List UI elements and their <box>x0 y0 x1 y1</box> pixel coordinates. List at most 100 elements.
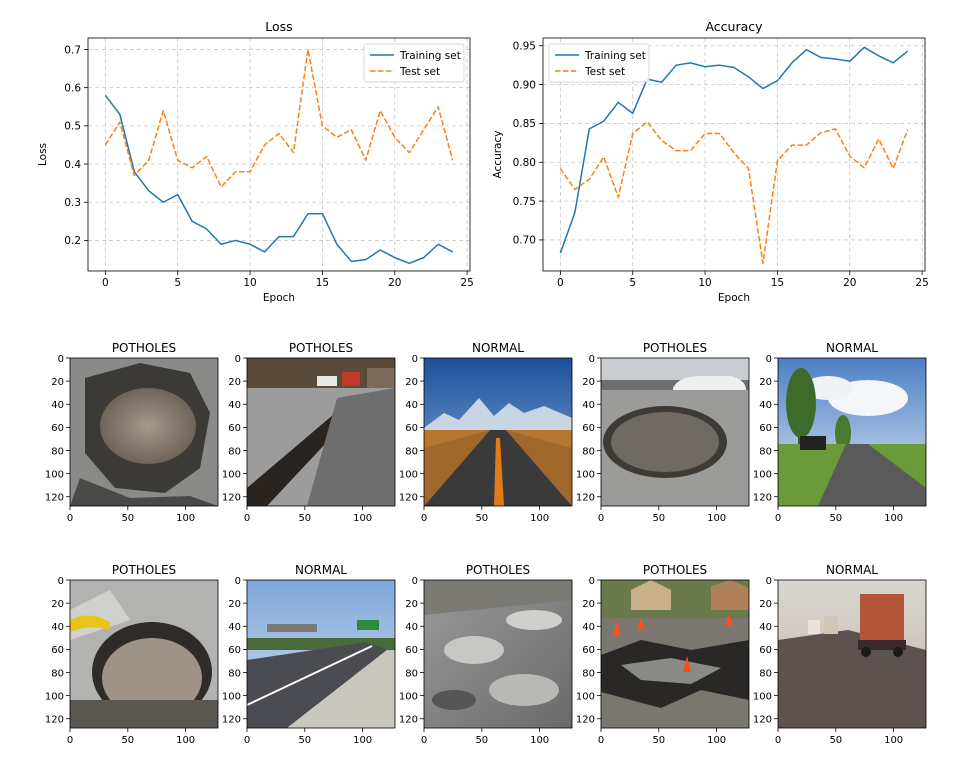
y-tick-label: 60 <box>51 423 64 434</box>
y-tick-label: 100 <box>45 691 64 702</box>
y-tick-label: 80 <box>228 668 241 679</box>
y-tick-label: 120 <box>399 493 418 504</box>
image-title: POTHOLES <box>643 341 707 355</box>
x-tick-label: 50 <box>475 513 488 524</box>
image-frame <box>777 357 927 507</box>
x-tick-label: 0 <box>598 513 604 524</box>
y-tick-label: 20 <box>582 599 595 610</box>
image-frame <box>777 579 927 729</box>
y-tick-label: 20 <box>51 377 64 388</box>
legend-box <box>363 43 465 83</box>
y-tick-label: 40 <box>51 622 64 633</box>
legend-label-0: Training set <box>399 50 461 62</box>
pothole-car-image <box>601 358 749 506</box>
y-axis-label: Loss <box>37 143 49 166</box>
chart-title: Accuracy <box>705 19 763 34</box>
x-tick-label: 50 <box>829 513 842 524</box>
image-title: POTHOLES <box>112 341 176 355</box>
image-frame <box>600 579 750 729</box>
series-line-0 <box>104 94 453 265</box>
y-tick-label: 0 <box>589 354 595 365</box>
y-tick-label: 0.4 <box>64 159 81 171</box>
y-tick-label: 40 <box>759 400 772 411</box>
y-tick-label: 100 <box>576 469 595 480</box>
image-frame <box>246 357 396 507</box>
y-tick-label: 0.85 <box>513 118 536 130</box>
y-tick-label: 120 <box>753 493 772 504</box>
legend: Training set Test set <box>548 43 650 83</box>
y-tick-label: 20 <box>51 599 64 610</box>
y-tick-label: 20 <box>582 377 595 388</box>
y-tick-label: 40 <box>405 400 418 411</box>
y-tick-label: 40 <box>582 622 595 633</box>
country-road-trees-image <box>778 358 926 506</box>
y-tick-label: 20 <box>228 599 241 610</box>
x-tick-label: 50 <box>475 735 488 746</box>
y-tick-label: 80 <box>405 668 418 679</box>
flooded-broken-road-image <box>424 580 572 728</box>
x-tick-label: 50 <box>121 735 134 746</box>
y-tick-label: 0 <box>766 354 772 365</box>
x-tick-label: 25 <box>915 277 928 289</box>
series-line-1 <box>559 121 909 264</box>
x-axis-label: Epoch <box>718 292 750 304</box>
x-tick-label: 5 <box>174 277 181 289</box>
image-title: POTHOLES <box>466 563 530 577</box>
road-trucks-image <box>778 580 926 728</box>
y-tick-label: 0.3 <box>64 197 81 209</box>
image-title: NORMAL <box>826 341 878 355</box>
y-tick-label: 100 <box>399 691 418 702</box>
y-tick-label: 80 <box>51 668 64 679</box>
image-title: NORMAL <box>295 563 347 577</box>
y-tick-label: 40 <box>228 400 241 411</box>
x-axis-label: Epoch <box>263 292 295 304</box>
x-tick-label: 0 <box>244 735 250 746</box>
image-title: NORMAL <box>826 563 878 577</box>
y-tick-label: 60 <box>405 645 418 656</box>
x-tick-label: 50 <box>652 513 665 524</box>
x-tick-label: 100 <box>884 513 903 524</box>
image-frame <box>69 357 219 507</box>
x-tick-label: 100 <box>530 513 549 524</box>
x-tick-label: 100 <box>884 735 903 746</box>
image-title: POTHOLES <box>112 563 176 577</box>
y-tick-label: 0.90 <box>513 79 536 91</box>
y-tick-label: 120 <box>222 493 241 504</box>
x-tick-label: 50 <box>121 513 134 524</box>
x-tick-label: 50 <box>652 735 665 746</box>
y-tick-label: 60 <box>582 423 595 434</box>
y-tick-label: 0.80 <box>513 157 536 169</box>
x-tick-label: 100 <box>353 735 372 746</box>
x-tick-label: 15 <box>771 277 784 289</box>
y-tick-label: 40 <box>582 400 595 411</box>
x-tick-label: 10 <box>698 277 711 289</box>
x-tick-label: 20 <box>843 277 856 289</box>
x-tick-label: 100 <box>353 513 372 524</box>
y-tick-label: 0 <box>235 576 241 587</box>
x-tick-label: 100 <box>707 513 726 524</box>
y-tick-label: 0 <box>766 576 772 587</box>
y-tick-label: 60 <box>51 645 64 656</box>
x-tick-label: 0 <box>775 735 781 746</box>
y-tick-label: 120 <box>753 715 772 726</box>
y-tick-label: 60 <box>405 423 418 434</box>
y-tick-label: 80 <box>405 446 418 457</box>
y-tick-label: 60 <box>759 645 772 656</box>
y-tick-label: 0.75 <box>513 196 536 208</box>
pothole-puddle-image <box>70 358 218 506</box>
x-tick-label: 15 <box>316 277 329 289</box>
y-tick-label: 120 <box>45 715 64 726</box>
y-tick-label: 60 <box>228 645 241 656</box>
y-tick-label: 100 <box>753 469 772 480</box>
y-tick-label: 20 <box>228 377 241 388</box>
x-tick-label: 0 <box>421 513 427 524</box>
x-tick-label: 50 <box>298 735 311 746</box>
y-tick-label: 0.95 <box>513 41 536 53</box>
y-tick-label: 0 <box>235 354 241 365</box>
y-tick-label: 80 <box>759 446 772 457</box>
legend-label-0: Training set <box>584 50 646 62</box>
